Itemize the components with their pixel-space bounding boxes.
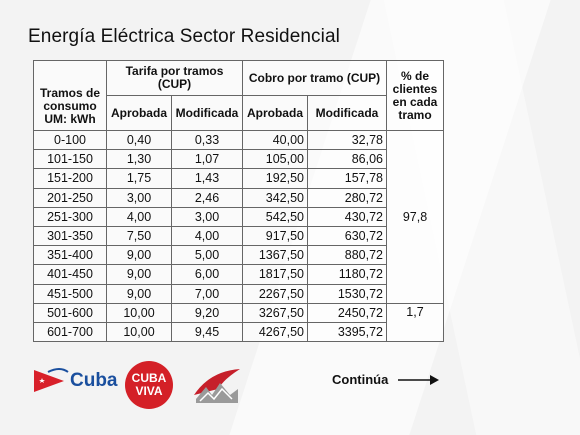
cell-tramo: 501-600 <box>33 302 107 323</box>
table-row: 101-150 1,30 1,07 105,00 86,06 <box>33 149 444 170</box>
table-row: 201-250 3,00 2,46 342,50 280,72 <box>33 187 444 208</box>
cell-tarifa-aprobada: 1,30 <box>106 149 172 170</box>
cell-tramo: 601-700 <box>33 321 107 343</box>
cell-tarifa-aprobada: 10,00 <box>106 302 172 323</box>
cell-tramo: 451-500 <box>33 283 107 304</box>
cell-cobro-modificada: 157,78 <box>307 168 387 189</box>
cell-cobro-modificada: 86,06 <box>307 149 387 170</box>
ministry-logo <box>194 369 240 403</box>
cell-tarifa-aprobada: 10,00 <box>106 321 172 343</box>
cell-tramo: 151-200 <box>33 168 107 189</box>
cell-cobro-aprobada: 4267,50 <box>242 321 308 343</box>
cell-cobro-aprobada: 40,00 <box>242 129 308 151</box>
cell-pct-group-1: 97,8 <box>386 130 444 304</box>
cuba-flag-logo <box>34 368 69 392</box>
cell-cobro-aprobada: 542,50 <box>242 206 308 227</box>
cell-tramo: 101-150 <box>33 149 107 170</box>
cuba-viva-bottom-text: VIVA <box>135 384 162 398</box>
table-row: 351-400 9,00 5,00 1367,50 880,72 <box>33 245 444 266</box>
cell-tarifa-modificada: 4,00 <box>171 225 243 247</box>
cell-tarifa-modificada: 9,20 <box>171 302 243 323</box>
cell-cobro-modificada: 630,72 <box>307 225 387 247</box>
continue-label: Continúa <box>332 372 389 387</box>
cell-cobro-aprobada: 342,50 <box>242 187 308 208</box>
header-tarifa: Tarifa por tramos (CUP) <box>106 60 243 96</box>
cell-tramo: 251-300 <box>33 206 107 227</box>
cell-tarifa-aprobada: 9,00 <box>106 245 172 266</box>
cuba-logo-text: Cuba <box>70 370 118 391</box>
cuba-viva-top-text: CUBA <box>132 371 167 385</box>
cell-cobro-aprobada: 2267,50 <box>242 283 308 304</box>
cell-cobro-modificada: 2450,72 <box>307 302 387 323</box>
cell-tarifa-aprobada: 7,50 <box>106 225 172 247</box>
cell-cobro-aprobada: 105,00 <box>242 149 308 170</box>
cuba-viva-logo: CUBA VIVA <box>125 361 173 409</box>
cell-tarifa-modificada: 1,43 <box>171 168 243 189</box>
cell-cobro-modificada: 280,72 <box>307 187 387 208</box>
table-row: 601-700 10,00 9,45 4267,50 3395,72 <box>33 321 444 343</box>
table-row: 401-450 9,00 6,00 1817,50 1180,72 <box>33 264 444 285</box>
cell-tarifa-modificada: 9,45 <box>171 321 243 343</box>
cell-tramo: 401-450 <box>33 264 107 285</box>
cell-tarifa-aprobada: 9,00 <box>106 264 172 285</box>
arrow-right-icon <box>398 375 439 385</box>
cell-cobro-modificada: 3395,72 <box>307 321 387 343</box>
header-cobro-modificada: Modificada <box>307 95 387 131</box>
table-row: 0-100 0,40 0,33 40,00 32,78 97,8 <box>33 129 444 304</box>
cell-pct-group-2: 1,7 <box>386 302 444 343</box>
table-row: 451-500 9,00 7,00 2267,50 1530,72 <box>33 283 444 304</box>
header-tarifa-aprobada: Aprobada <box>106 95 172 131</box>
cell-tarifa-modificada: 0,33 <box>171 129 243 151</box>
cell-cobro-aprobada: 3267,50 <box>242 302 308 323</box>
cell-tarifa-modificada: 3,00 <box>171 206 243 227</box>
cell-tarifa-aprobada: 9,00 <box>106 283 172 304</box>
cell-tarifa-aprobada: 3,00 <box>106 187 172 208</box>
table-row: 251-300 4,00 3,00 542,50 430,72 <box>33 206 444 227</box>
table-row: 501-600 10,00 9,20 3267,50 2450,72 1,7 <box>33 302 444 343</box>
cell-cobro-aprobada: 1817,50 <box>242 264 308 285</box>
header-cobro: Cobro por tramo (CUP) <box>242 60 387 96</box>
cell-tramo: 0-100 <box>33 129 107 151</box>
cell-tarifa-modificada: 2,46 <box>171 187 243 208</box>
header-clientes: % de clientes en cada tramo <box>386 60 444 131</box>
table-row: 301-350 7,50 4,00 917,50 630,72 <box>33 225 444 247</box>
cell-cobro-modificada: 1180,72 <box>307 264 387 285</box>
cell-tramo: 201-250 <box>33 187 107 208</box>
cell-cobro-modificada: 430,72 <box>307 206 387 227</box>
cell-cobro-aprobada: 192,50 <box>242 168 308 189</box>
header-tramos: Tramos de consumo UM: kWh <box>33 60 107 131</box>
cell-tarifa-modificada: 5,00 <box>171 245 243 266</box>
header-cobro-aprobada: Aprobada <box>242 95 308 131</box>
cell-cobro-modificada: 1530,72 <box>307 283 387 304</box>
cell-cobro-modificada: 880,72 <box>307 245 387 266</box>
page-title: Energía Eléctrica Sector Residencial <box>28 26 340 47</box>
cell-tarifa-modificada: 1,07 <box>171 149 243 170</box>
cell-cobro-aprobada: 1367,50 <box>242 245 308 266</box>
cell-tarifa-modificada: 7,00 <box>171 283 243 304</box>
cell-tarifa-aprobada: 4,00 <box>106 206 172 227</box>
cell-tramo: 351-400 <box>33 245 107 266</box>
table-row: 151-200 1,75 1,43 192,50 157,78 <box>33 168 444 189</box>
header-tarifa-modificada: Modificada <box>171 95 243 131</box>
cell-cobro-aprobada: 917,50 <box>242 225 308 247</box>
cell-tarifa-modificada: 6,00 <box>171 264 243 285</box>
cell-tarifa-aprobada: 0,40 <box>106 129 172 151</box>
cell-cobro-modificada: 32,78 <box>307 129 387 151</box>
cell-tramo: 301-350 <box>33 225 107 247</box>
tariff-table: Tramos de consumo UM: kWh Tarifa por tra… <box>33 60 444 343</box>
cell-tarifa-aprobada: 1,75 <box>106 168 172 189</box>
